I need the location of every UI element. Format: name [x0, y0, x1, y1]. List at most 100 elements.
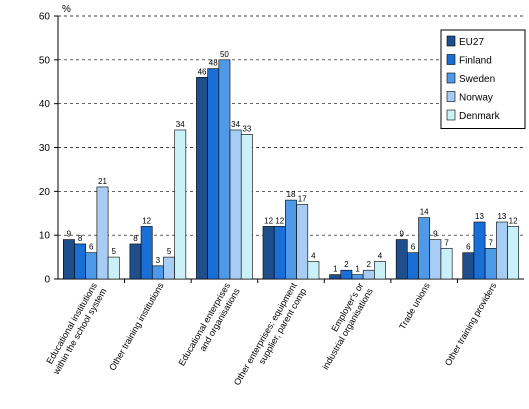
bar: [351, 274, 364, 280]
data-label: 4: [378, 251, 383, 260]
data-label: 7: [444, 238, 449, 247]
data-label: 5: [111, 247, 116, 256]
data-label: 21: [98, 177, 107, 186]
data-label: 50: [220, 50, 229, 59]
bar: [496, 221, 508, 280]
legend-label: Finland: [459, 56, 492, 67]
category-label: Educational institutionswithin the schoo…: [41, 281, 109, 377]
y-tick-label: 30: [39, 143, 51, 154]
legend: EU27 Finland Sweden Norway Denmark: [440, 29, 526, 129]
y-axis-unit: %: [62, 4, 71, 15]
category-label-line: Trade unions: [397, 281, 432, 332]
data-label: 9: [433, 230, 438, 239]
legend-swatch: [446, 54, 456, 65]
bar: [429, 239, 442, 280]
bar: [196, 77, 208, 280]
data-label: 12: [142, 216, 151, 225]
bar: [507, 226, 520, 280]
category-label-line: Other training providers: [443, 281, 499, 368]
bar: [74, 243, 86, 280]
data-label: 46: [198, 67, 207, 76]
category-label-line: Educational enterprises: [176, 281, 232, 368]
bar: [218, 59, 231, 280]
bar: [484, 248, 497, 280]
bar: [418, 217, 431, 280]
bar: [273, 226, 286, 280]
data-label: 13: [475, 212, 484, 221]
data-label: 12: [275, 216, 284, 225]
bar: [285, 199, 297, 280]
category-label: Employer's orindustrial organisations: [311, 281, 375, 372]
legend-swatch: [446, 72, 456, 84]
data-label: 2: [367, 260, 372, 269]
y-tick-label: 60: [39, 12, 51, 23]
data-label: 12: [264, 216, 273, 225]
data-label: 9: [67, 230, 72, 239]
bar: [374, 261, 386, 280]
category-label-line: Other enterprises: equipment: [232, 281, 299, 387]
y-tick-label: 0: [44, 275, 50, 286]
bar: [207, 68, 220, 280]
data-label: 48: [209, 59, 218, 68]
bar: [96, 186, 109, 280]
legend-swatch: [446, 109, 456, 121]
bar: [240, 134, 253, 280]
data-label: 3: [156, 256, 161, 265]
category-label: Other training institutions: [107, 281, 166, 373]
bar: [163, 256, 175, 280]
data-label: 34: [231, 120, 240, 129]
bar: [440, 248, 453, 280]
bar: [362, 269, 375, 280]
data-label: 33: [242, 124, 251, 133]
data-label: 7: [488, 238, 493, 247]
data-label: 14: [420, 208, 429, 217]
bar: [307, 261, 320, 280]
data-label: 5: [167, 247, 172, 256]
legend-label: Denmark: [459, 111, 501, 122]
legend-label: Norway: [459, 93, 493, 104]
category-label: Other enterprises: equipmentsupplier, pa…: [232, 281, 309, 393]
bar: [395, 239, 408, 280]
y-tick-label: 20: [39, 187, 51, 198]
data-label: 17: [298, 194, 307, 203]
bars: [62, 59, 520, 280]
category-labels: Educational institutionswithin the schoo…: [41, 281, 499, 393]
y-tick-label: 40: [39, 99, 51, 110]
legend-swatch: [446, 35, 456, 47]
data-label: 2: [344, 260, 349, 269]
bar: [62, 239, 75, 280]
data-label: 6: [89, 243, 94, 252]
bar: [140, 226, 153, 280]
bar: [473, 221, 486, 280]
data-label: 4: [311, 251, 316, 260]
data-label: 1: [333, 265, 338, 274]
category-label: Other training providers: [443, 281, 499, 368]
bar: [462, 252, 475, 280]
bar: [85, 252, 98, 280]
bar: [340, 269, 353, 280]
bar: [174, 129, 187, 280]
data-label: 34: [176, 120, 185, 129]
data-label: 8: [133, 234, 138, 243]
data-label: 12: [509, 216, 518, 225]
data-label: 18: [287, 190, 296, 199]
y-tick-label: 10: [39, 231, 51, 242]
bar: [296, 204, 309, 280]
category-label: Educational enterprisesand organisations: [176, 281, 241, 373]
bar: [229, 129, 242, 280]
category-label: Trade unions: [397, 281, 432, 332]
legend-label: EU27: [459, 37, 484, 48]
data-label: 6: [411, 243, 416, 252]
bar: [151, 265, 164, 280]
bar: [129, 243, 142, 280]
y-tick-label: 50: [39, 55, 51, 66]
bar: [329, 274, 342, 280]
data-label: 6: [466, 243, 471, 252]
legend-swatch: [446, 91, 456, 102]
category-label-line: Other training institutions: [107, 281, 166, 373]
data-label: 9: [400, 230, 405, 239]
data-label: 1: [355, 265, 360, 274]
bar: [407, 252, 419, 280]
